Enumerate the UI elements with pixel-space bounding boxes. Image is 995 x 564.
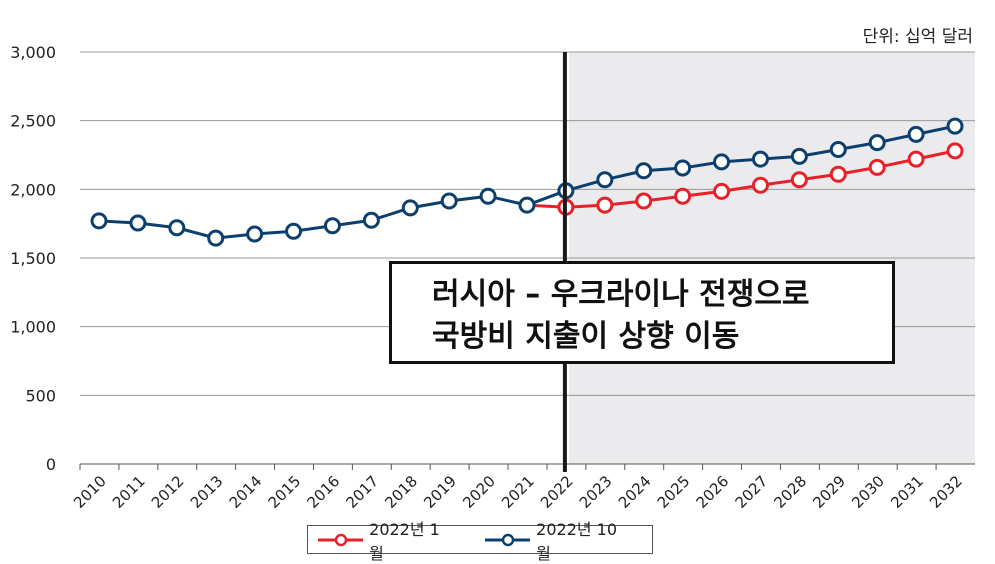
x-tick-label: 2031 [887,472,927,512]
data-point [674,187,692,205]
x-tick-label: 2026 [693,472,733,512]
data-point [751,150,769,168]
data-point [596,196,614,214]
data-point [946,117,964,135]
legend-swatch-jan [318,533,364,546]
data-point [90,212,108,230]
x-tick-label: 2029 [809,472,849,512]
x-tick-label: 2028 [770,472,810,512]
x-tick-label: 2027 [732,472,772,512]
x-tick-label: 2018 [381,472,421,512]
data-point [713,153,731,171]
x-tick-label: 2010 [70,472,110,512]
data-point [946,142,964,160]
x-tick-label: 2024 [615,472,655,512]
data-point [362,211,380,229]
legend-label-oct: 2022년 10월 [536,519,618,563]
x-tick-label: 2021 [498,472,538,512]
y-tick-label: 1,000 [10,318,56,337]
y-tick-label: 3,000 [10,43,56,62]
data-point [635,162,653,180]
legend-swatch-oct [485,533,531,546]
legend-item-jan: 2022년 1월 [318,516,453,564]
y-tick-label: 2,500 [10,112,56,131]
x-tick-label: 2019 [420,472,460,512]
data-point [596,171,614,189]
x-tick-label: 2030 [848,472,888,512]
data-point [868,158,886,176]
annotation-line-1: 러시아 – 우크라이나 전쟁으로 [432,277,810,312]
x-tick-label: 2015 [265,472,305,512]
x-tick-label: 2013 [187,472,227,512]
x-tick-label: 2025 [654,472,694,512]
data-point [829,141,847,159]
x-tick-label: 2023 [576,472,616,512]
y-tick-label: 2,000 [10,180,56,199]
data-point [207,229,225,247]
data-point [868,134,886,152]
data-point [674,159,692,177]
data-point [829,165,847,183]
data-point [401,199,419,217]
x-tick-label: 2012 [148,472,188,512]
data-point [285,222,303,240]
data-point [790,147,808,165]
x-tick-label: 2017 [342,472,382,512]
legend-item-oct: 2022년 10월 [485,516,630,564]
legend-label-jan: 2022년 1월 [369,519,440,563]
x-tick-label: 2014 [226,472,266,512]
data-point [907,150,925,168]
annotation-line-2: 국방비 지출이 상향 이동 [432,319,740,354]
data-point [168,219,186,237]
data-point [751,176,769,194]
annotation-box: 러시아 – 우크라이나 전쟁으로 국방비 지출이 상향 이동 [389,261,895,364]
unit-label: 단위: 십억 달러 [862,27,973,47]
data-point [518,196,536,214]
data-point [790,171,808,189]
data-point [479,187,497,205]
x-tick-label: 2016 [304,472,344,512]
data-point [713,182,731,200]
data-point [635,192,653,210]
x-tick-label: 2020 [459,472,499,512]
data-point [907,125,925,143]
y-tick-label: 500 [25,386,56,405]
x-tick-label: 2022 [537,472,577,512]
y-tick-label: 0 [46,455,56,474]
legend: 2022년 1월 2022년 10월 [307,520,653,563]
data-point [129,214,147,232]
data-point [440,192,458,210]
data-point [246,225,264,243]
data-point [323,217,341,235]
x-tick-label: 2032 [926,472,966,512]
y-tick-label: 1,500 [10,249,56,268]
x-tick-label: 2011 [109,472,149,512]
